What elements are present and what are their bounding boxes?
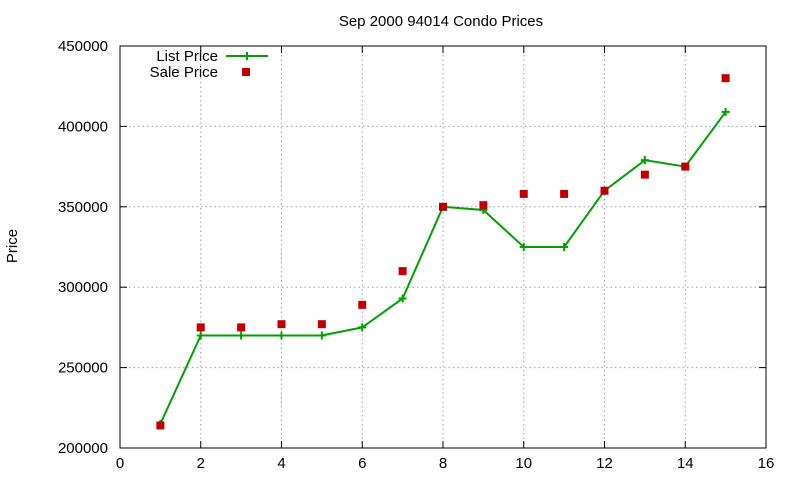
data-point xyxy=(721,74,730,83)
data-point xyxy=(317,320,326,329)
data-point xyxy=(237,331,246,340)
x-tick-label: 16 xyxy=(758,455,775,472)
data-point xyxy=(479,201,488,210)
series-1 xyxy=(156,74,730,430)
legend-marker xyxy=(243,52,251,60)
data-point xyxy=(358,323,367,332)
legend-marker xyxy=(242,68,250,76)
y-tick-label: 400000 xyxy=(58,118,108,135)
y-tick-label: 450000 xyxy=(58,38,108,55)
data-point xyxy=(439,202,447,211)
data-point xyxy=(398,267,407,276)
x-tick-label: 0 xyxy=(116,455,124,472)
x-tick-label: 8 xyxy=(439,455,447,472)
data-point xyxy=(398,294,407,303)
data-point xyxy=(277,331,286,340)
data-point xyxy=(560,243,569,251)
x-tick-label: 6 xyxy=(358,455,366,472)
plot-frame xyxy=(119,45,767,449)
x-tick-label: 10 xyxy=(515,455,532,472)
y-tick-label: 250000 xyxy=(58,360,108,377)
data-point xyxy=(640,156,649,165)
data-point xyxy=(600,186,609,195)
legend-label: Sale Price xyxy=(150,64,218,81)
y-tick-label: 200000 xyxy=(58,440,108,457)
x-tick-label: 4 xyxy=(277,455,285,472)
axis-ticks: 0 2 4 6 8 10 12 14 16 200000 250000 300000 350000 400… xyxy=(58,38,774,472)
data-point xyxy=(277,320,286,329)
y-tick-label: 300000 xyxy=(58,279,108,296)
data-point xyxy=(681,162,690,171)
grid xyxy=(120,46,766,448)
legend-label: List Price xyxy=(156,48,218,65)
chart-title: Sep 2000 94014 Condo Prices xyxy=(339,13,543,30)
data-point xyxy=(560,189,569,198)
data-point xyxy=(519,243,528,251)
x-tick-label: 2 xyxy=(197,455,205,472)
x-tick-label: 12 xyxy=(596,455,613,472)
x-tick-label: 14 xyxy=(677,455,694,472)
data-point xyxy=(196,331,205,340)
data-point xyxy=(519,189,528,198)
y-axis-label: Price xyxy=(4,229,21,263)
series xyxy=(156,74,730,430)
data-point xyxy=(237,323,246,332)
data-point xyxy=(317,331,326,340)
data-point xyxy=(721,107,730,116)
data-point xyxy=(196,323,205,332)
y-tick-label: 350000 xyxy=(58,199,108,216)
data-point xyxy=(156,421,165,430)
data-point xyxy=(358,300,367,309)
data-point xyxy=(640,170,649,179)
